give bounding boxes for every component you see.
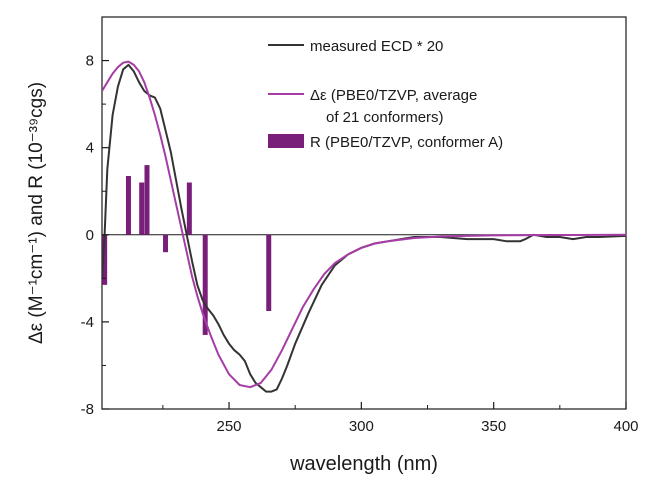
rotational-strength-bar (139, 182, 145, 235)
rotational-strength-bar (163, 234, 169, 253)
rotational-strength-bar (125, 175, 131, 235)
x-tick-label: 250 (217, 418, 242, 435)
legend: measured ECD * 20 Δε (PBE0/TZVP, average… (268, 38, 503, 151)
x-tick-label: 400 (613, 418, 638, 435)
y-tick-label: 4 (86, 140, 94, 157)
rotational-strength-bar (266, 234, 272, 311)
x-tick-label: 300 (349, 418, 374, 435)
y-tick-label: -8 (81, 401, 94, 418)
calculated-ecd-line (102, 60, 626, 389)
plot-frame (101, 16, 627, 410)
y-tick-label: -4 (81, 314, 94, 331)
rotational-strength-bar (186, 182, 192, 235)
legend-label-calculated-line1: Δε (PBE0/TZVP, average (310, 87, 477, 104)
x-tick-label: 350 (481, 418, 506, 435)
x-axis-label: wavelength (nm) (289, 453, 438, 475)
legend-swatch-bars (268, 134, 304, 148)
y-axis-label: Δε (M⁻¹cm⁻¹) and R (10⁻³⁹cgs) (26, 82, 47, 344)
y-tick-label: 8 (86, 53, 94, 70)
legend-label-measured: measured ECD * 20 (310, 38, 443, 55)
rotational-strength-bar (144, 165, 150, 235)
rotational-strength-bar (202, 234, 208, 335)
y-tick-label: 0 (86, 227, 94, 244)
legend-label-calculated-line2: of 21 conformers) (326, 109, 444, 126)
rotational-strength-bar (102, 234, 108, 285)
legend-label-bars: R (PBE0/TZVP, conformer A) (310, 134, 503, 151)
